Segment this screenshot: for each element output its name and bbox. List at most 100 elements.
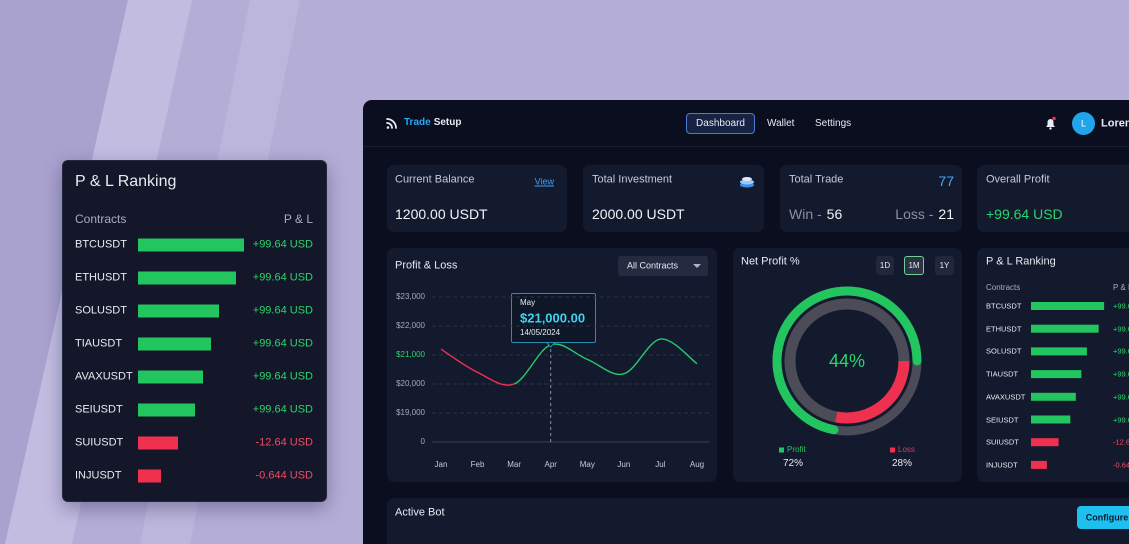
pl-ranking-card bbox=[62, 160, 327, 502]
ranking-bar bbox=[1031, 415, 1071, 424]
coins-icon bbox=[740, 179, 754, 185]
contract-name: ETHUSDT bbox=[986, 323, 1022, 333]
ranking-bar bbox=[138, 436, 178, 450]
configure-button[interactable] bbox=[1077, 506, 1129, 529]
contract-name: SOLUSDT bbox=[986, 346, 1022, 356]
contract-name: SUIUSDT bbox=[75, 436, 124, 449]
column-header: Contracts bbox=[75, 212, 127, 226]
y-tick-label: $23,000 bbox=[396, 292, 425, 301]
period-button[interactable] bbox=[935, 256, 954, 275]
x-tick-label: May bbox=[579, 460, 595, 469]
ranking-bar bbox=[138, 469, 161, 483]
y-tick-label: $22,000 bbox=[396, 321, 425, 330]
tooltip-date: 14/05/2024 bbox=[520, 328, 561, 337]
active-bot-card bbox=[387, 498, 1129, 544]
pnl-value: +99.64 USD bbox=[1113, 323, 1129, 333]
legend-swatch bbox=[890, 447, 895, 453]
stat-value: 1200.00 USDT bbox=[395, 206, 488, 222]
contract-name: AVAXUSDT bbox=[986, 392, 1026, 402]
nav-link[interactable]: Settings bbox=[815, 118, 852, 129]
line-series bbox=[440, 348, 515, 386]
legend-label: Loss bbox=[898, 445, 915, 454]
donut-center: 44% bbox=[828, 351, 866, 371]
pnl-value: +99.64 USD bbox=[252, 370, 313, 383]
contract-name: AVAXUSDT bbox=[75, 370, 133, 383]
ranking-bar bbox=[1031, 302, 1105, 310]
dropdown[interactable] bbox=[618, 256, 708, 276]
legend-value: 28% bbox=[891, 458, 913, 469]
ranking-bar bbox=[1031, 438, 1059, 447]
avatar[interactable] bbox=[1072, 112, 1095, 135]
contract-name: SEIUSDT bbox=[986, 414, 1019, 424]
x-tick-label: Apr bbox=[544, 460, 557, 469]
nav-divider bbox=[363, 146, 1129, 147]
contract-name: SUIUSDT bbox=[986, 437, 1019, 447]
x-tick-label: Jul bbox=[655, 460, 666, 469]
column-header: P & L bbox=[1113, 283, 1129, 292]
chart-title: Net Profit % bbox=[741, 255, 800, 268]
dropdown-caret bbox=[693, 264, 701, 268]
contract-name: SOLUSDT bbox=[75, 304, 127, 317]
brand-icon bbox=[386, 126, 390, 129]
ranking-bar bbox=[1031, 460, 1047, 469]
ranking-bar bbox=[138, 238, 244, 252]
win: Win -56 bbox=[789, 207, 842, 221]
x-tick-label: Jun bbox=[617, 460, 631, 469]
y-tick-label: $21,000 bbox=[396, 350, 425, 359]
legend-value: 72% bbox=[782, 458, 804, 469]
period-label[interactable]: 1M bbox=[908, 260, 920, 270]
contract-name: TIAUSDT bbox=[75, 337, 123, 350]
contract-name: INJUSDT bbox=[75, 469, 122, 482]
chart-title: Profit & Loss bbox=[395, 259, 458, 272]
pnl-value: -0.644 USD bbox=[1113, 460, 1129, 470]
period-button[interactable] bbox=[904, 256, 924, 275]
nav-link[interactable]: Dashboard bbox=[696, 118, 745, 129]
dropdown-label[interactable]: All Contracts bbox=[627, 260, 679, 271]
column-header: P & L bbox=[283, 212, 313, 226]
pnl-value: +99.64 USD bbox=[1113, 392, 1129, 402]
ranking-bar bbox=[1031, 324, 1099, 333]
pnl-value: +99.64 USD bbox=[252, 238, 313, 251]
y-tick-label: $19,000 bbox=[396, 408, 425, 417]
brand-name: Setup bbox=[433, 117, 462, 128]
stat-card bbox=[780, 165, 962, 232]
period-label[interactable]: 1D bbox=[879, 260, 891, 270]
section-title: Active Bot bbox=[395, 506, 445, 519]
contract-name: INJUSDT bbox=[986, 460, 1018, 470]
ranking-bar bbox=[138, 370, 203, 384]
pnl-value: +99.64 USD bbox=[1113, 414, 1129, 424]
pnl-value: -12.64 USD bbox=[255, 436, 313, 449]
loss-label: Loss - bbox=[895, 206, 934, 222]
stat-value: +99.64 USD bbox=[986, 206, 1063, 222]
stat-card bbox=[977, 165, 1129, 232]
contract-name: BTCUSDT bbox=[75, 238, 127, 251]
bell-icon bbox=[1046, 119, 1055, 127]
nav-link[interactable]: Wallet bbox=[767, 118, 795, 129]
pnl-value: +99.64 USD bbox=[252, 304, 313, 317]
ranking-bar bbox=[138, 337, 211, 351]
period-button[interactable] bbox=[876, 256, 894, 275]
avatar-initial[interactable]: L bbox=[1080, 118, 1087, 129]
profit-arc bbox=[772, 286, 922, 435]
stat-link[interactable]: View bbox=[534, 176, 554, 187]
stat-card bbox=[583, 165, 764, 232]
ranking-title: P & L Ranking bbox=[986, 255, 1056, 268]
y-tick-label: $20,000 bbox=[396, 379, 425, 388]
x-tick-label: Jan bbox=[434, 460, 448, 469]
contract-name: TIAUSDT bbox=[986, 369, 1019, 379]
legend-label: Profit bbox=[787, 445, 806, 454]
tooltip-pointer bbox=[545, 342, 556, 348]
contract-name: BTCUSDT bbox=[986, 301, 1022, 311]
contract-name: SEIUSDT bbox=[75, 403, 123, 416]
configure-label[interactable]: Configure bbox=[1085, 512, 1129, 523]
ranking-bar bbox=[138, 304, 219, 318]
tooltip-value: $21,000.00 bbox=[520, 310, 586, 326]
coins-icon bbox=[742, 177, 752, 181]
column-header: Contracts bbox=[986, 283, 1021, 292]
stat-label: Total Investment bbox=[592, 173, 673, 186]
x-tick-label: Feb bbox=[470, 460, 485, 469]
period-label[interactable]: 1Y bbox=[939, 260, 950, 270]
x-tick-label: Aug bbox=[689, 460, 705, 469]
nav-active[interactable] bbox=[686, 113, 755, 134]
